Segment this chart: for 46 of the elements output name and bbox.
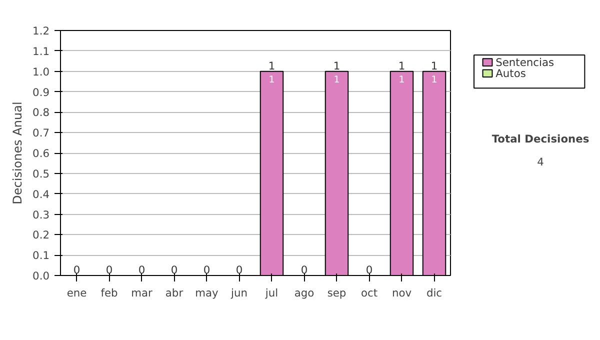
legend-label: Autos: [496, 66, 526, 80]
total-label: 0: [203, 264, 210, 276]
total-label: 1: [268, 59, 276, 72]
x-tick-label: feb: [100, 286, 118, 300]
x-tick-label: nov: [392, 286, 412, 300]
y-tick-label: 1.1: [32, 44, 50, 58]
total-label: 0: [138, 264, 146, 276]
x-tick-label: mar: [131, 286, 154, 300]
total-label: 0: [300, 264, 308, 276]
x-tick-label: jun: [230, 286, 248, 300]
data-label: 1: [268, 74, 275, 86]
y-tick-label: 0.6: [32, 147, 50, 160]
x-tick-label: jul: [264, 286, 278, 300]
total-label: 0: [106, 264, 113, 276]
total-label: 1: [398, 59, 406, 72]
data-label: 1: [334, 74, 340, 86]
y-tick-label: 0.7: [32, 126, 50, 140]
y-tick-label: 0.8: [32, 106, 50, 120]
y-tick-label: 1.2: [32, 24, 50, 38]
y-tick-label: 0.2: [32, 228, 50, 242]
y-axis-title: Decisiones Anual: [10, 102, 25, 204]
total-label: 0: [73, 264, 80, 276]
y-tick-label: 0.5: [32, 167, 50, 180]
y-tick-label: 0.1: [32, 249, 50, 262]
data-label: 1: [431, 74, 438, 86]
legend-label: Sentencias: [496, 56, 555, 69]
text: 4: [537, 156, 544, 168]
y-tick-label: 0.9: [32, 86, 50, 99]
x-tick-label: may: [195, 286, 218, 300]
total-label: 1: [333, 59, 340, 72]
x-tick-label: ene: [66, 286, 87, 300]
y-tick-label: 0.3: [32, 208, 50, 222]
x-tick-label: abr: [165, 286, 184, 300]
x-tick-label: ago: [294, 286, 314, 300]
y-tick-label: 1.0: [32, 65, 50, 78]
total-label: 0: [236, 264, 243, 276]
x-tick-label: dic: [426, 286, 442, 300]
total-label: 0: [366, 264, 373, 276]
x-tick-label: sep: [327, 286, 346, 300]
y-tick-label: 0.4: [32, 188, 50, 201]
data-label: 1: [398, 74, 405, 86]
y-tick-label: 0.0: [32, 270, 50, 282]
total-label: 0: [170, 264, 178, 276]
text: Total Decisiones: [492, 132, 590, 146]
x-tick-label: oct: [360, 286, 378, 300]
total-label: 1: [430, 59, 438, 72]
